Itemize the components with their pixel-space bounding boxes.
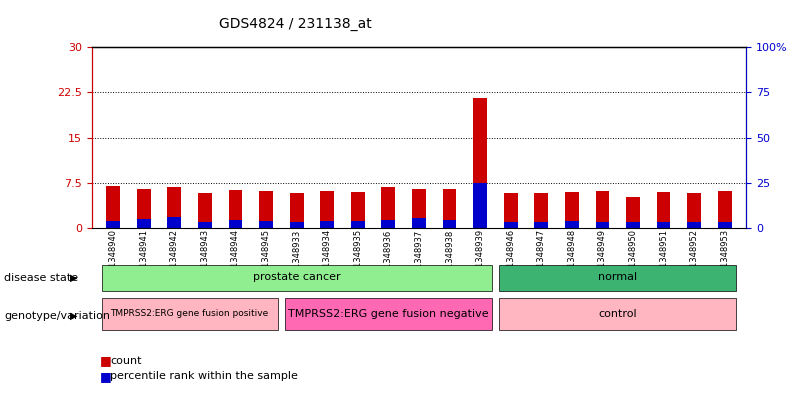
Text: control: control <box>598 309 637 319</box>
Bar <box>565 192 579 228</box>
Text: ■: ■ <box>100 354 112 367</box>
Text: ▶: ▶ <box>70 273 78 283</box>
Bar <box>106 221 120 228</box>
Text: GDS4824 / 231138_at: GDS4824 / 231138_at <box>219 17 372 31</box>
Bar <box>443 189 456 228</box>
Bar <box>657 192 670 228</box>
Bar <box>500 265 737 291</box>
Bar <box>101 265 492 291</box>
Bar <box>168 217 181 228</box>
Bar <box>595 222 610 228</box>
Bar <box>626 222 640 228</box>
Bar <box>473 183 487 228</box>
Bar <box>259 191 273 228</box>
Bar <box>535 193 548 228</box>
Bar <box>657 222 670 228</box>
Bar <box>718 222 732 228</box>
Bar <box>285 299 492 330</box>
Bar <box>290 222 303 228</box>
Bar <box>198 222 211 228</box>
Bar <box>320 191 334 228</box>
Text: TMPRSS2:ERG gene fusion positive: TMPRSS2:ERG gene fusion positive <box>110 309 269 318</box>
Text: ■: ■ <box>100 370 112 383</box>
Bar <box>228 190 243 228</box>
Bar <box>718 191 732 228</box>
Bar <box>351 221 365 228</box>
Bar <box>500 299 737 330</box>
Text: normal: normal <box>598 272 638 283</box>
Bar <box>259 221 273 228</box>
Bar <box>137 219 151 228</box>
Bar <box>687 222 701 228</box>
Text: percentile rank within the sample: percentile rank within the sample <box>110 371 298 382</box>
Bar <box>381 187 395 228</box>
Bar <box>320 221 334 228</box>
Bar <box>535 222 548 228</box>
Bar <box>290 193 303 228</box>
Bar <box>228 220 243 228</box>
Bar <box>504 222 518 228</box>
Text: TMPRSS2:ERG gene fusion negative: TMPRSS2:ERG gene fusion negative <box>288 309 488 319</box>
Bar <box>595 191 610 228</box>
Bar <box>687 193 701 228</box>
Text: disease state: disease state <box>4 273 78 283</box>
Text: ▶: ▶ <box>70 310 78 321</box>
Text: prostate cancer: prostate cancer <box>253 272 341 283</box>
Bar <box>106 186 120 228</box>
Bar <box>473 98 487 228</box>
Bar <box>168 187 181 228</box>
Bar <box>198 193 211 228</box>
Bar <box>504 193 518 228</box>
Bar <box>443 220 456 228</box>
Bar <box>565 221 579 228</box>
Text: count: count <box>110 356 141 366</box>
Bar <box>626 196 640 228</box>
Bar <box>137 189 151 228</box>
Text: genotype/variation: genotype/variation <box>4 310 110 321</box>
Bar <box>351 192 365 228</box>
Bar <box>412 189 426 228</box>
Bar <box>101 299 278 330</box>
Bar <box>412 218 426 228</box>
Bar <box>381 220 395 228</box>
